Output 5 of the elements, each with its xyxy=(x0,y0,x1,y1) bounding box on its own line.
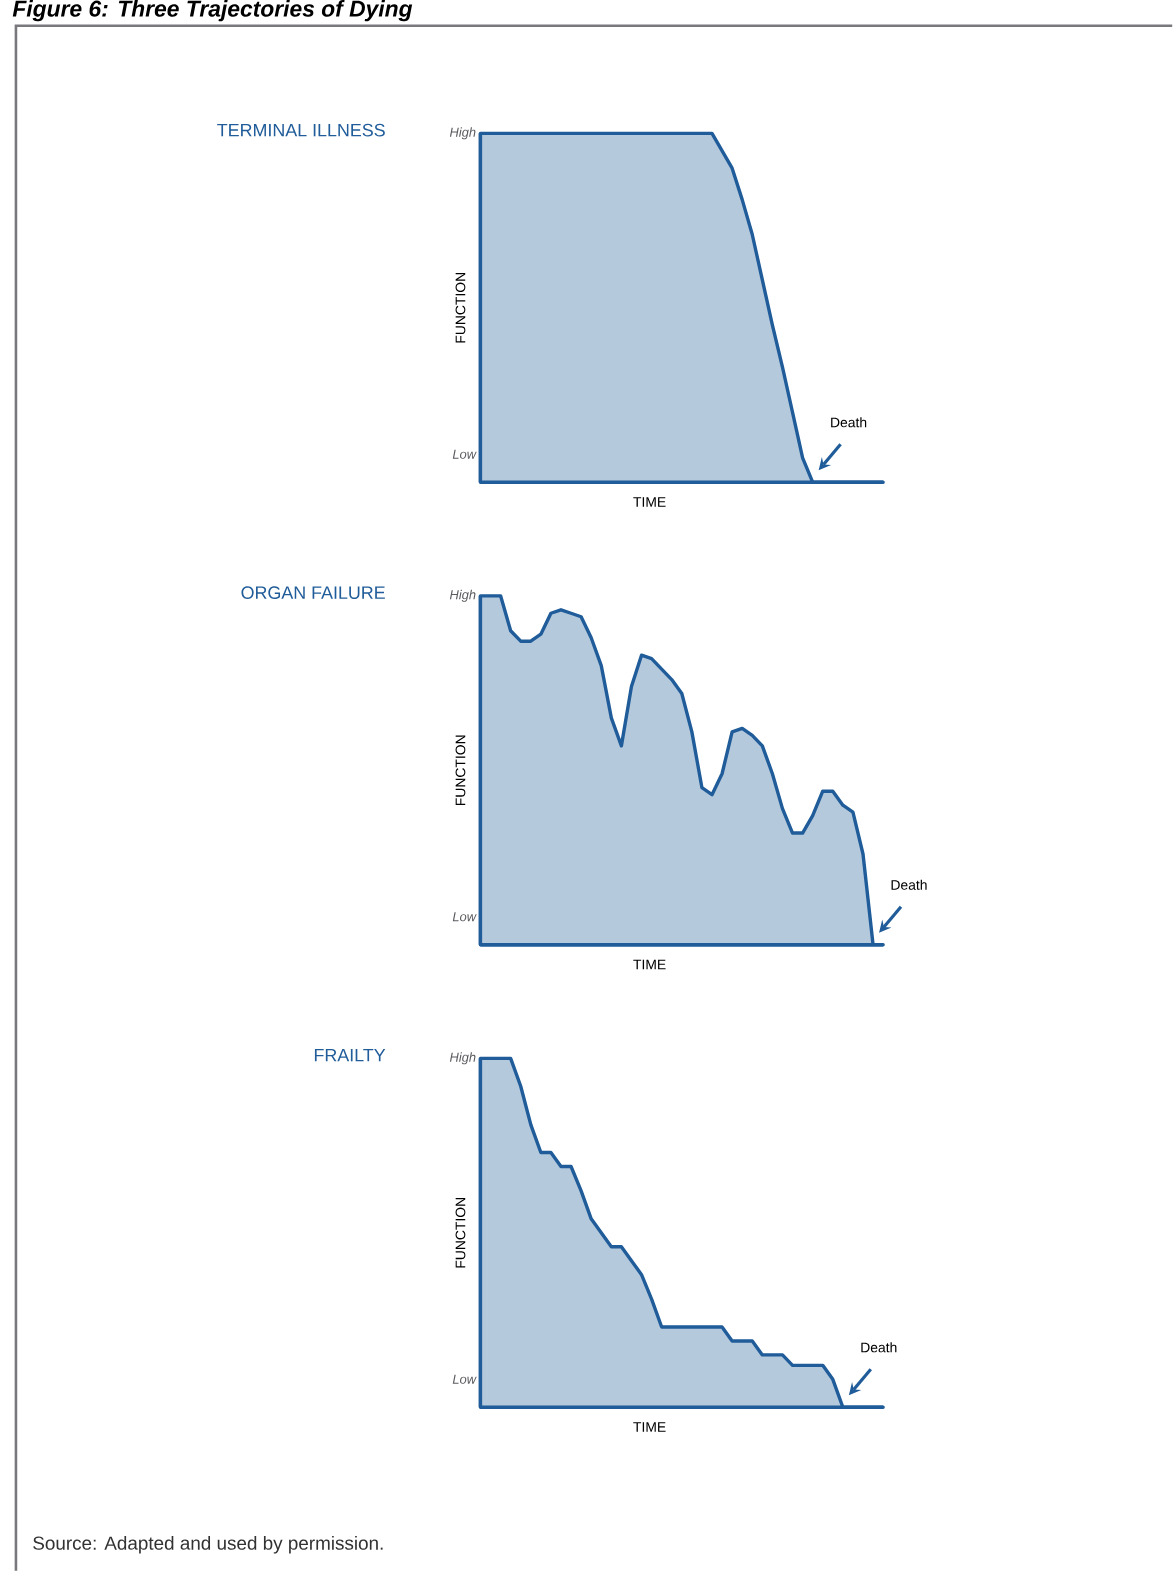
text: TERMINAL ILLNESS xyxy=(217,123,386,137)
text: Figure 6: Three Trajectories of Dying xyxy=(13,0,413,22)
chart-title: FRAILTY xyxy=(315,1048,386,1062)
text: ORGAN FAILURE xyxy=(241,586,386,599)
source-note: Source: Adapted and used by permission. xyxy=(33,1535,383,1554)
